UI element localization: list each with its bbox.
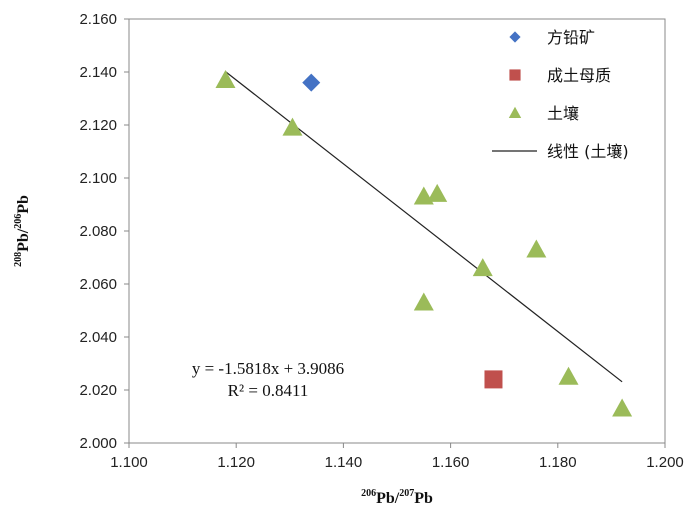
triangle-point bbox=[282, 117, 303, 136]
x-tick-label: 1.120 bbox=[217, 454, 255, 471]
x-axis-title-sup1: 206 bbox=[361, 488, 376, 499]
y-tick-label: 2.120 bbox=[79, 117, 117, 134]
x-axis-title-sup2: 207 bbox=[399, 488, 414, 499]
square-point bbox=[484, 370, 503, 389]
x-tick-label: 1.200 bbox=[646, 454, 684, 471]
y-tick-label: 2.080 bbox=[79, 223, 117, 240]
legend-marker-diamond bbox=[509, 31, 521, 43]
x-tick-label: 1.140 bbox=[325, 454, 363, 471]
trendline-equation: y = -1.5818x + 3.9086 bbox=[192, 359, 344, 378]
x-axis-ticks: 1.100 1.120 1.140 1.160 1.180 1.200 bbox=[110, 443, 684, 471]
y-axis-title-main1: Pb/ bbox=[15, 228, 32, 252]
legend-label: 方铅矿 bbox=[547, 28, 595, 47]
legend-label: 土壤 bbox=[547, 104, 579, 123]
triangle-point bbox=[558, 366, 579, 385]
legend-marker-square bbox=[509, 69, 521, 81]
y-axis-title-sup1: 208 bbox=[13, 252, 24, 267]
diamond-point bbox=[302, 73, 321, 92]
y-tick-label: 2.040 bbox=[79, 329, 117, 346]
x-tick-label: 1.100 bbox=[110, 454, 148, 471]
plot-area bbox=[128, 18, 666, 444]
x-tick-label: 1.160 bbox=[432, 454, 470, 471]
triangle-point bbox=[215, 69, 236, 88]
legend-label: 线性 (土壤) bbox=[547, 142, 629, 161]
triangle-point bbox=[413, 292, 434, 311]
y-axis-title-main2: Pb bbox=[15, 195, 32, 214]
triangle-point bbox=[427, 183, 448, 202]
triangle-point bbox=[612, 398, 633, 417]
y-tick-label: 2.140 bbox=[79, 64, 117, 81]
r-squared-label: R² = 0.8411 bbox=[228, 381, 309, 400]
data-points bbox=[215, 69, 633, 417]
y-tick-label: 2.160 bbox=[79, 11, 117, 28]
y-axis-title-sup2: 206 bbox=[13, 214, 24, 229]
x-axis-title: 206Pb/207Pb bbox=[361, 488, 433, 507]
y-tick-label: 2.100 bbox=[79, 170, 117, 187]
triangle-point bbox=[472, 258, 493, 277]
y-tick-label: 2.020 bbox=[79, 382, 117, 399]
x-axis-title-main2: Pb bbox=[414, 490, 433, 507]
legend-label: 成土母质 bbox=[547, 66, 611, 85]
y-axis-ticks: 2.000 2.020 2.040 2.060 2.080 2.100 2.120 2.140… bbox=[79, 11, 129, 452]
y-axis-title: 208Pb/206Pb bbox=[13, 195, 32, 267]
legend-marker-triangle bbox=[508, 106, 522, 118]
x-tick-label: 1.180 bbox=[539, 454, 577, 471]
y-tick-label: 2.000 bbox=[79, 435, 117, 452]
triangle-point bbox=[526, 239, 547, 258]
x-axis-title-main1: Pb/ bbox=[376, 490, 400, 507]
y-tick-label: 2.060 bbox=[79, 276, 117, 293]
